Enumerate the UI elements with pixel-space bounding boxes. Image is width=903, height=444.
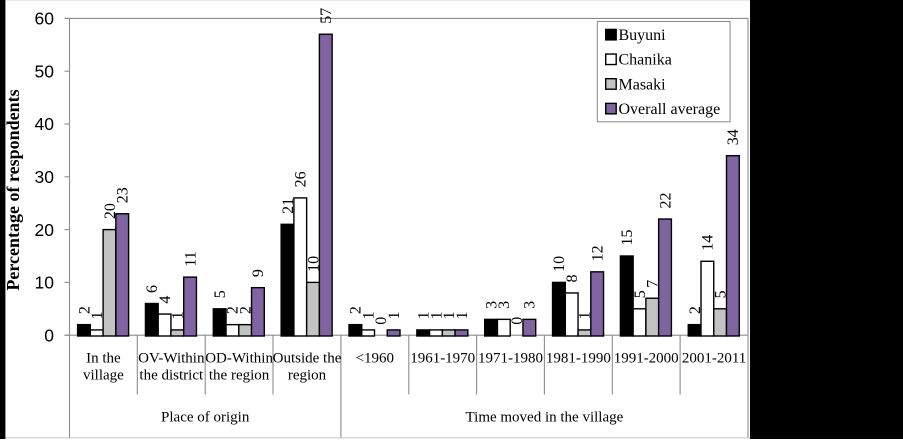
svg-text:OD-Within: OD-Within bbox=[205, 351, 273, 367]
svg-text:20: 20 bbox=[35, 220, 55, 240]
svg-text:0: 0 bbox=[44, 325, 54, 345]
svg-text:10: 10 bbox=[35, 273, 55, 293]
svg-text:Outside the: Outside the bbox=[273, 351, 342, 367]
svg-text:22: 22 bbox=[657, 193, 674, 209]
svg-text:60: 60 bbox=[35, 9, 55, 29]
svg-text:5: 5 bbox=[712, 290, 729, 298]
svg-text:In the: In the bbox=[86, 351, 121, 367]
svg-text:23: 23 bbox=[115, 187, 132, 203]
svg-text:2: 2 bbox=[237, 306, 254, 314]
svg-text:1: 1 bbox=[577, 311, 594, 319]
svg-text:<1960: <1960 bbox=[356, 351, 394, 367]
svg-text:10: 10 bbox=[305, 256, 322, 272]
svg-text:the district: the district bbox=[139, 368, 204, 384]
svg-text:3: 3 bbox=[496, 301, 513, 309]
svg-text:4: 4 bbox=[157, 296, 174, 304]
svg-text:1: 1 bbox=[416, 311, 433, 319]
svg-text:Time moved in the village: Time moved in the village bbox=[466, 410, 624, 426]
svg-text:1: 1 bbox=[454, 311, 471, 319]
svg-text:50: 50 bbox=[35, 61, 55, 81]
svg-text:1: 1 bbox=[360, 311, 377, 319]
svg-text:3: 3 bbox=[483, 301, 500, 309]
svg-text:1: 1 bbox=[170, 311, 187, 319]
svg-text:30: 30 bbox=[35, 167, 55, 187]
svg-text:1: 1 bbox=[89, 311, 106, 319]
svg-text:9: 9 bbox=[250, 269, 267, 277]
svg-text:11: 11 bbox=[182, 251, 199, 266]
svg-text:Overall average: Overall average bbox=[619, 101, 721, 118]
svg-text:15: 15 bbox=[619, 230, 636, 246]
svg-text:1: 1 bbox=[428, 311, 445, 319]
svg-text:OV-Within: OV-Within bbox=[138, 351, 205, 367]
svg-text:1961-1970: 1961-1970 bbox=[410, 351, 475, 367]
svg-text:0: 0 bbox=[373, 317, 390, 325]
svg-text:14: 14 bbox=[700, 235, 717, 251]
svg-text:7: 7 bbox=[645, 280, 662, 288]
svg-text:34: 34 bbox=[725, 129, 742, 145]
svg-text:1981-1990: 1981-1990 bbox=[546, 351, 611, 367]
svg-text:Masaki: Masaki bbox=[619, 76, 667, 93]
svg-text:2001-2011: 2001-2011 bbox=[682, 351, 746, 367]
svg-text:10: 10 bbox=[551, 256, 568, 272]
svg-text:the region: the region bbox=[209, 368, 270, 384]
svg-text:8: 8 bbox=[564, 274, 581, 282]
svg-text:6: 6 bbox=[144, 285, 161, 293]
svg-text:5: 5 bbox=[212, 290, 229, 298]
svg-text:12: 12 bbox=[589, 245, 606, 261]
svg-text:Buyuni: Buyuni bbox=[619, 27, 667, 44]
svg-text:1: 1 bbox=[441, 311, 458, 319]
svg-text:2: 2 bbox=[687, 306, 704, 314]
svg-text:1: 1 bbox=[386, 311, 403, 319]
svg-text:57: 57 bbox=[318, 8, 335, 24]
svg-text:1991-2000: 1991-2000 bbox=[614, 351, 679, 367]
svg-text:20: 20 bbox=[102, 203, 119, 219]
svg-text:2: 2 bbox=[225, 306, 242, 314]
svg-text:0: 0 bbox=[509, 317, 526, 325]
svg-text:3: 3 bbox=[522, 301, 539, 309]
svg-text:Percentage of respondents: Percentage of respondents bbox=[3, 89, 23, 290]
svg-text:Place of origin: Place of origin bbox=[161, 410, 250, 426]
svg-text:2: 2 bbox=[348, 306, 365, 314]
svg-text:21: 21 bbox=[280, 198, 297, 214]
svg-text:5: 5 bbox=[632, 290, 649, 298]
svg-text:region: region bbox=[288, 368, 327, 384]
svg-text:40: 40 bbox=[35, 114, 55, 134]
svg-text:2: 2 bbox=[76, 306, 93, 314]
svg-text:1971-1980: 1971-1980 bbox=[478, 351, 543, 367]
svg-text:village: village bbox=[83, 368, 124, 384]
svg-text:26: 26 bbox=[293, 171, 310, 187]
svg-text:Chanika: Chanika bbox=[619, 52, 672, 69]
